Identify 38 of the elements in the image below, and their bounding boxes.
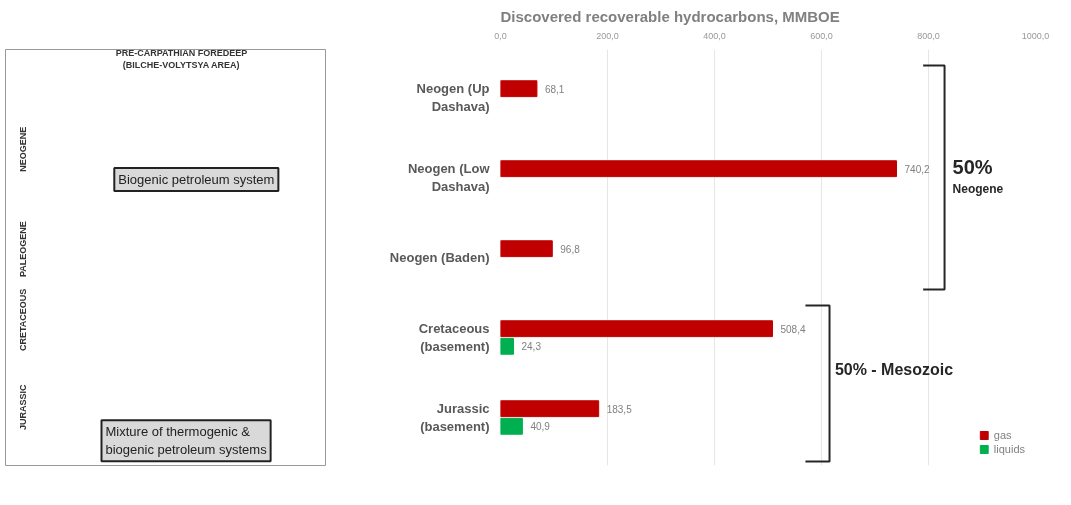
bar — [500, 160, 898, 178]
data-label: 40,9 — [530, 421, 551, 433]
y-tick-label: Neogen (Baden) — [389, 250, 490, 265]
text: PRE-CARPATHIAN FOREDEEP (BILCHE-VOLYTSYA AREA) — [115, 48, 248, 71]
chart-title: Discovered recoverable hydrocarbons, MMBOE — [500, 7, 840, 25]
x-tick-label: 400,0 — [703, 30, 726, 41]
text: CRETACEOUS — [17, 288, 28, 352]
x-tick-label: 1000,0 — [1021, 30, 1050, 41]
data-label: 183,5 — [606, 403, 633, 415]
y-tick-label: Neogen (Up Dashava) — [416, 81, 490, 114]
text: PALEOGENE — [17, 221, 28, 278]
annotation: 50% - Mesozoic — [834, 361, 954, 378]
text: NEOGENE — [17, 126, 28, 172]
bar — [500, 240, 553, 258]
x-tick-label: 800,0 — [917, 30, 940, 41]
text: Mixture of thermogenic & biogenic petroleum systems — [105, 424, 268, 458]
legend-label: gas — [993, 429, 1013, 441]
x-tick-label: 0,0 — [494, 30, 507, 41]
y-tick-label: Jurassic (basement) — [420, 401, 490, 434]
bar — [500, 400, 600, 418]
text: JURASSIC — [17, 384, 28, 431]
bar — [500, 417, 523, 435]
annotation: Neogene — [952, 181, 1004, 196]
bar — [500, 80, 538, 98]
data-label: 24,3 — [521, 341, 542, 353]
bar — [500, 337, 514, 355]
legend-label: liquids — [993, 443, 1025, 455]
data-label: 68,1 — [544, 83, 565, 95]
data-label: 508,4 — [780, 323, 806, 335]
annotation: 50% — [952, 155, 993, 178]
bar — [500, 320, 773, 338]
y-tick-label: Cretaceous (basement) — [418, 321, 490, 354]
data-label: 740,2 — [904, 163, 930, 175]
x-tick-label: 600,0 — [810, 30, 833, 41]
y-tick-label: Neogen (Low Dashava) — [407, 161, 491, 194]
data-label: 96,8 — [560, 243, 581, 255]
text: Biogenic petroleum system — [118, 171, 275, 187]
x-tick-label: 200,0 — [596, 30, 619, 41]
